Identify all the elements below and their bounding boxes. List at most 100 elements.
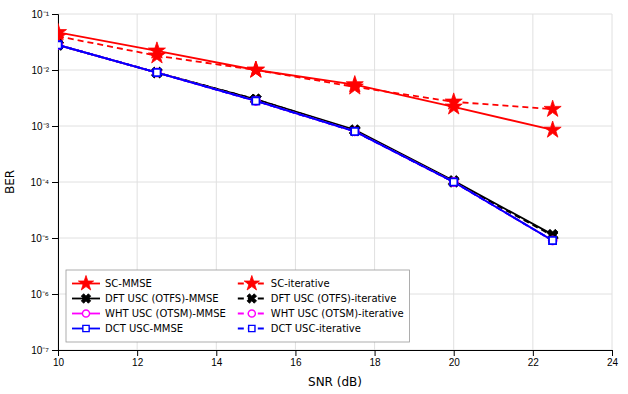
- y-axis-title: BER: [3, 170, 17, 194]
- tick-label: 10⁻⁷: [31, 345, 49, 356]
- tick-mark: [52, 294, 58, 295]
- marker: [544, 100, 561, 116]
- tick-mark: [52, 350, 58, 351]
- series: [58, 41, 557, 245]
- marker: [153, 69, 161, 77]
- tick-label: 10⁻¹: [32, 9, 50, 20]
- series: [58, 41, 557, 245]
- marker: [450, 178, 458, 186]
- x-axis: 1012141618202224: [53, 350, 619, 368]
- tick-mark: [375, 350, 376, 356]
- grid-line-y: [58, 70, 612, 71]
- legend-box: [66, 270, 410, 342]
- marker: [549, 237, 557, 245]
- series-line: [58, 45, 553, 241]
- series: [58, 37, 561, 244]
- marker: [247, 61, 264, 77]
- series-line: [58, 45, 553, 235]
- marker: [544, 121, 561, 137]
- series-line: [58, 45, 553, 241]
- tick: 24: [607, 350, 619, 368]
- axis-line: [59, 351, 613, 357]
- tick: 12: [132, 350, 144, 368]
- tick: 10⁻¹: [32, 9, 58, 20]
- tick: 10: [53, 350, 65, 368]
- legend-item: DCT USC-iterative: [238, 323, 361, 334]
- tick-mark: [52, 238, 58, 239]
- marker: [153, 69, 160, 76]
- legend-label: DCT USC-MMSE: [105, 323, 183, 334]
- marker: [149, 65, 165, 81]
- grid-line-y: [58, 14, 612, 15]
- marker: [450, 178, 458, 186]
- marker: [450, 178, 457, 185]
- marker: [549, 237, 556, 244]
- legend-swatch-marker: [83, 325, 89, 331]
- marker: [149, 65, 165, 81]
- tick-label: 22: [528, 357, 540, 368]
- series-line: [58, 36, 553, 109]
- legend-item: SC-MMSE: [72, 275, 152, 289]
- tick-label: 10: [53, 357, 65, 368]
- marker: [252, 97, 260, 105]
- grid-line-y: [58, 238, 612, 239]
- tick: 10⁻²: [32, 65, 58, 76]
- chart: 101214161820222410⁻⁷10⁻⁶10⁻⁵10⁻⁴10⁻³10⁻²…: [0, 0, 628, 394]
- tick-label: 10⁻⁶: [31, 289, 49, 300]
- tick-mark: [612, 350, 613, 356]
- marker: [549, 237, 557, 245]
- legend-swatch-marker: [82, 310, 89, 317]
- series: [58, 41, 556, 244]
- marker: [346, 78, 363, 94]
- legend-swatch-marker: [245, 291, 259, 305]
- legend-label: SC-iterative: [271, 278, 330, 289]
- legend-label: DFT USC (OTFS)-iterative: [271, 293, 397, 304]
- marker: [446, 173, 462, 189]
- tick-label: 24: [607, 357, 619, 368]
- tick-mark: [216, 350, 217, 356]
- marker: [58, 37, 66, 53]
- tick-mark: [454, 350, 455, 356]
- tick-label: 10⁻⁴: [31, 177, 49, 188]
- marker: [153, 69, 161, 77]
- legend-swatch-marker: [79, 291, 93, 305]
- y-axis: 10⁻⁷ 10⁻⁶ 10⁻⁵ 10⁻⁴ 10⁻³ 10⁻² 10⁻¹: [31, 9, 59, 356]
- grid-line-y: [58, 182, 612, 183]
- tick: 16: [290, 350, 302, 368]
- marker: [58, 41, 62, 48]
- marker: [58, 41, 62, 48]
- legend-swatch-marker: [248, 310, 255, 317]
- legend-swatch-marker: [244, 275, 259, 289]
- series-line: [58, 45, 553, 241]
- marker: [445, 93, 462, 109]
- tick-label: 12: [132, 357, 144, 368]
- marker: [153, 69, 160, 76]
- tick: 22: [528, 350, 540, 368]
- marker: [351, 128, 358, 135]
- tick-label: 18: [370, 357, 382, 368]
- axis-line: [52, 15, 59, 351]
- marker: [351, 127, 359, 135]
- marker: [446, 174, 462, 190]
- marker: [549, 237, 556, 244]
- tick-label: 10⁻⁵: [31, 233, 49, 244]
- series: [58, 23, 561, 137]
- tick-mark: [52, 182, 58, 183]
- series: [58, 27, 561, 116]
- marker: [58, 41, 62, 49]
- series: [58, 41, 556, 244]
- tick-mark: [52, 14, 58, 15]
- tick: 20: [449, 350, 461, 368]
- tick: 10⁻⁶: [31, 289, 58, 300]
- tick: 10⁻⁷: [31, 345, 58, 356]
- x-axis-title: SNR (dB): [308, 375, 362, 389]
- tick-label: 10⁻³: [32, 121, 50, 132]
- tick: 10⁻³: [32, 121, 58, 132]
- marker: [247, 61, 264, 77]
- legend-item: SC-iterative: [238, 275, 330, 289]
- legend: SC-MMSESC-iterativeDFT USC (OTFS)-MMSEDF…: [66, 270, 410, 342]
- tick: 10⁻⁵: [31, 233, 58, 244]
- marker: [347, 123, 363, 139]
- legend-label: DCT USC-iterative: [271, 323, 361, 334]
- legend-swatch-marker: [249, 325, 255, 331]
